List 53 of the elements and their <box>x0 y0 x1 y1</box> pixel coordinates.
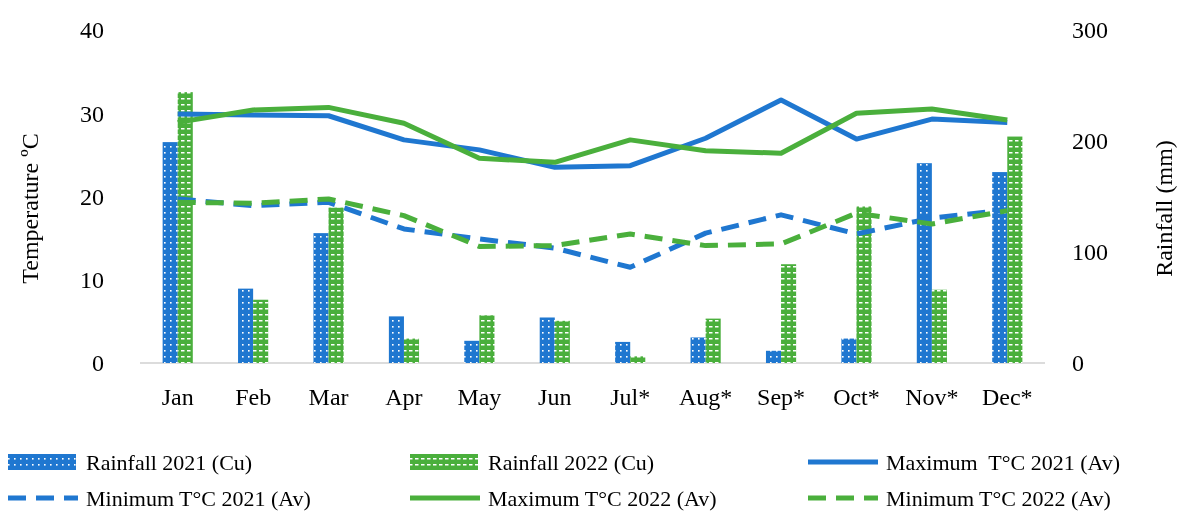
bar <box>615 341 631 363</box>
legend-label: Minimum T°C 2021 (Av) <box>86 485 311 511</box>
bar <box>253 299 269 363</box>
x-tick-label: Sep* <box>757 384 806 410</box>
bar <box>539 317 555 363</box>
x-tick-label: Dec* <box>981 384 1033 410</box>
y-tick-label: 10 <box>80 267 104 294</box>
bar <box>313 233 329 363</box>
y2-axis-title: Rainfall (mm) <box>1151 140 1177 277</box>
bar <box>464 340 480 363</box>
x-tick-label: Jul* <box>610 384 651 410</box>
x-tick-label: Aug* <box>678 384 733 410</box>
bar <box>554 320 570 363</box>
bar <box>238 288 254 363</box>
bar <box>841 338 857 363</box>
bar <box>705 318 721 363</box>
bar <box>388 316 404 363</box>
bar <box>630 356 646 363</box>
bar <box>781 264 797 363</box>
bar <box>1007 136 1023 363</box>
x-tick-label: Mar <box>308 384 349 410</box>
y2-tick-label: 0 <box>1072 350 1084 377</box>
bar <box>916 163 932 363</box>
bar <box>162 142 178 363</box>
y-tick-label: 40 <box>80 17 104 44</box>
x-tick-label: Feb <box>235 384 272 410</box>
x-tick-label: Jan <box>161 384 194 410</box>
bar <box>177 92 193 363</box>
x-tick-label: Nov* <box>905 384 959 410</box>
bar <box>856 206 872 363</box>
bar <box>403 338 420 363</box>
bar <box>690 337 706 363</box>
legend-label: Maximum T°C 2022 (Av) <box>488 485 717 511</box>
legend-label: Maximum T°C 2021 (Av) <box>886 449 1121 475</box>
x-tick-label: May <box>457 384 502 410</box>
legend-label: Rainfall 2021 (Cu) <box>86 449 253 475</box>
y-tick-label: 30 <box>80 100 104 127</box>
y-tick-label: 0 <box>92 350 104 377</box>
x-tick-label: Jun <box>538 384 572 410</box>
y2-tick-label: 300 <box>1072 17 1108 44</box>
bar <box>765 350 782 363</box>
legend-label: Rainfall 2022 (Cu) <box>488 449 655 475</box>
bar <box>328 207 344 363</box>
y-tick-label: 20 <box>80 183 104 210</box>
y-axis-title: Temperature ºC <box>17 133 43 284</box>
bar <box>479 315 495 363</box>
bar <box>931 289 947 363</box>
x-tick-label: Apr <box>385 384 423 410</box>
y2-tick-label: 200 <box>1072 128 1108 155</box>
x-tick-label: Oct* <box>833 384 880 410</box>
y2-tick-label: 100 <box>1072 239 1108 266</box>
legend-label: Minimum T°C 2022 (Av) <box>886 485 1111 511</box>
bar <box>992 172 1008 363</box>
